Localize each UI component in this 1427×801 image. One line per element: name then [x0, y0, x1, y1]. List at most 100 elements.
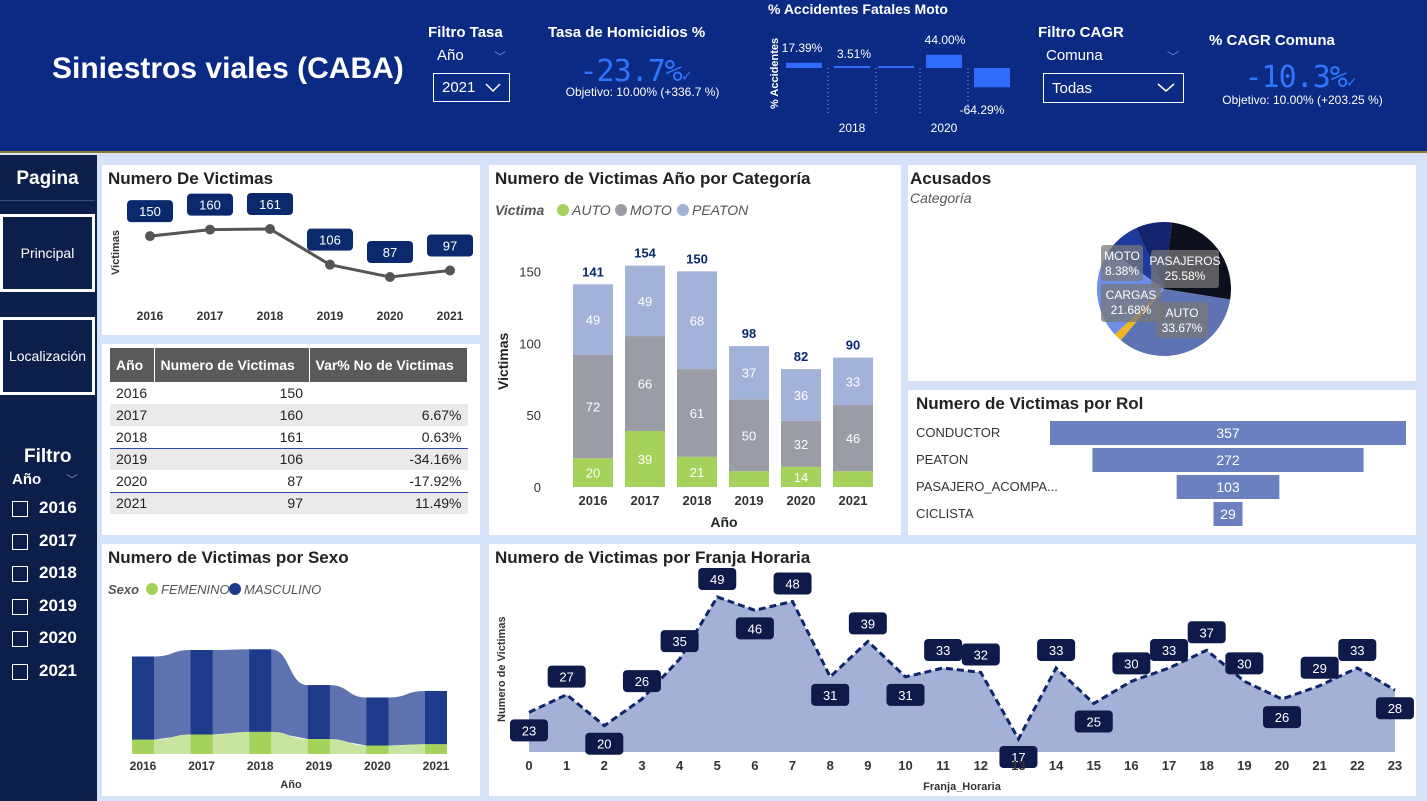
year-checkbox-label[interactable]: 2020 — [39, 628, 77, 647]
chevron-down-icon[interactable]: ﹀ — [494, 50, 507, 64]
tick-label: 2019 — [305, 759, 332, 773]
filtro-cagr-dropdown[interactable]: Todas — [1043, 73, 1184, 103]
chevron-down-icon[interactable]: ﹀ — [66, 473, 79, 487]
bar-femenino — [366, 745, 389, 754]
chevron-down-icon — [485, 82, 501, 92]
legend-title: Sexo — [108, 582, 139, 597]
axis-label-y: Victimas — [110, 230, 122, 275]
nav-localizacion[interactable]: Localización — [0, 317, 95, 395]
data-point — [445, 265, 455, 276]
data-label: 49 — [638, 294, 652, 309]
kpi-cagr-label: % CAGR Comuna — [1209, 32, 1335, 49]
total-label: 82 — [794, 349, 808, 364]
category-label: CONDUCTOR — [916, 425, 1000, 440]
table-cell: 97 — [154, 491, 309, 514]
data-label-bg — [1300, 656, 1339, 679]
data-label: 35 — [672, 634, 686, 649]
pie-label-pct: 25.58% — [1165, 269, 1206, 283]
data-label: 25 — [1087, 715, 1101, 730]
tick-label: 21 — [1312, 758, 1326, 773]
table-row: 2017 160 6.67% — [110, 404, 468, 426]
data-label: 29 — [1312, 661, 1326, 676]
table-cell: 161 — [279, 428, 303, 445]
data-label: 46 — [846, 431, 860, 446]
data-label: 103 — [1216, 479, 1240, 495]
data-label-bg — [1037, 639, 1076, 661]
tick-label: 16 — [1124, 758, 1138, 773]
bar-segment — [573, 458, 613, 487]
bar-segment — [833, 405, 873, 472]
data-label: 30 — [1237, 656, 1251, 671]
data-label: 33 — [936, 643, 950, 658]
tick-label: 2017 — [188, 759, 215, 773]
year-checkbox-label[interactable]: 2021 — [39, 660, 77, 680]
year-checkbox-label[interactable]: 2019 — [39, 595, 77, 615]
data-label: 26 — [1275, 710, 1289, 725]
pie-label-bg — [1151, 250, 1219, 288]
table-cell: 2020 — [116, 472, 148, 489]
data-label-bg — [585, 732, 624, 755]
tick-label: 5 — [714, 758, 721, 773]
year-checkbox-2017[interactable] — [12, 533, 28, 550]
data-label-bg — [367, 241, 413, 263]
category-label: PEATON — [916, 452, 968, 467]
year-checkbox-2016[interactable] — [12, 501, 28, 517]
table-cell: 87 — [287, 472, 303, 489]
tick-label: 18 — [1199, 758, 1213, 773]
year-checkbox-2021[interactable] — [12, 663, 28, 680]
data-label: 50 — [742, 428, 756, 443]
year-checkbox-label[interactable]: 2018 — [39, 563, 77, 582]
legend-label: MOTO — [630, 202, 672, 218]
tick-label: 13 — [1011, 758, 1025, 773]
table-row: 2016 150 — [110, 382, 468, 404]
year-checkbox-2019[interactable] — [12, 598, 28, 615]
year-checkbox-label[interactable]: 2016 — [39, 498, 77, 517]
table-cell: -17.92% — [409, 472, 462, 489]
tick-label: 2 — [601, 758, 608, 773]
bar — [1092, 448, 1364, 472]
chevron-down-icon[interactable]: ﹀ — [1167, 50, 1180, 64]
filtro-label: Filtro — [24, 446, 72, 467]
column-header[interactable]: Numero de Victimas — [154, 348, 310, 382]
data-label: 87 — [383, 245, 397, 260]
bar — [834, 66, 870, 68]
divider — [0, 200, 95, 201]
tick-label: 4 — [676, 758, 684, 773]
year-checkbox-2018[interactable] — [12, 566, 28, 582]
year-checkbox-2020[interactable] — [12, 631, 28, 647]
tick-label: 1 — [563, 758, 570, 773]
data-label: 150 — [139, 204, 161, 219]
tick-label: 2020 — [931, 121, 958, 135]
data-label: 29 — [1220, 506, 1236, 522]
nav-principal[interactable]: Principal — [0, 214, 95, 292]
panel-victimas-sexo: Numero de Victimas por Sexo Sexo FEMENINO… — [102, 544, 480, 796]
data-label: 31 — [898, 688, 912, 703]
year-checkbox-label[interactable]: 2017 — [39, 530, 77, 550]
data-label: 17 — [1011, 750, 1025, 765]
filtro-cagr-label: Filtro CAGR — [1038, 24, 1124, 41]
filtro-tasa-dropdown[interactable]: 2021 — [433, 73, 510, 102]
victimas-categoria-chart: Victima AUTO MOTO PEATON Victimas 0 50 100 150 20… — [495, 202, 873, 530]
data-label-bg — [999, 746, 1038, 768]
data-label: 23 — [522, 723, 536, 738]
data-label-bg — [187, 193, 233, 216]
column-header[interactable]: Var% No de Victimas — [309, 348, 468, 382]
data-label-bg — [1225, 652, 1264, 675]
bar-masculino — [425, 690, 447, 745]
bar-femenino — [425, 744, 447, 754]
data-label: 39 — [861, 616, 875, 631]
accidentes-moto-title: % Accidentes Fatales Moto — [768, 1, 948, 17]
bar-segment — [833, 471, 873, 487]
pie-label-name: PASAJEROS — [1149, 254, 1220, 268]
legend-swatch — [615, 204, 627, 216]
table-row: 2019 106 -34.16% — [110, 447, 468, 470]
tick-label: 2020 — [377, 309, 404, 323]
data-label: 20 — [586, 466, 600, 481]
data-label: 66 — [638, 377, 652, 392]
axis-label-x: Año — [280, 779, 302, 791]
accidentes-moto-chart: % Accidentes 17.39% 3.51% 44.00% -64.29% 2018… — [769, 33, 1010, 135]
bar-masculino — [132, 656, 154, 740]
column-header[interactable]: Año — [110, 348, 155, 382]
data-label: 160 — [199, 198, 221, 213]
legend-swatch — [677, 204, 689, 216]
